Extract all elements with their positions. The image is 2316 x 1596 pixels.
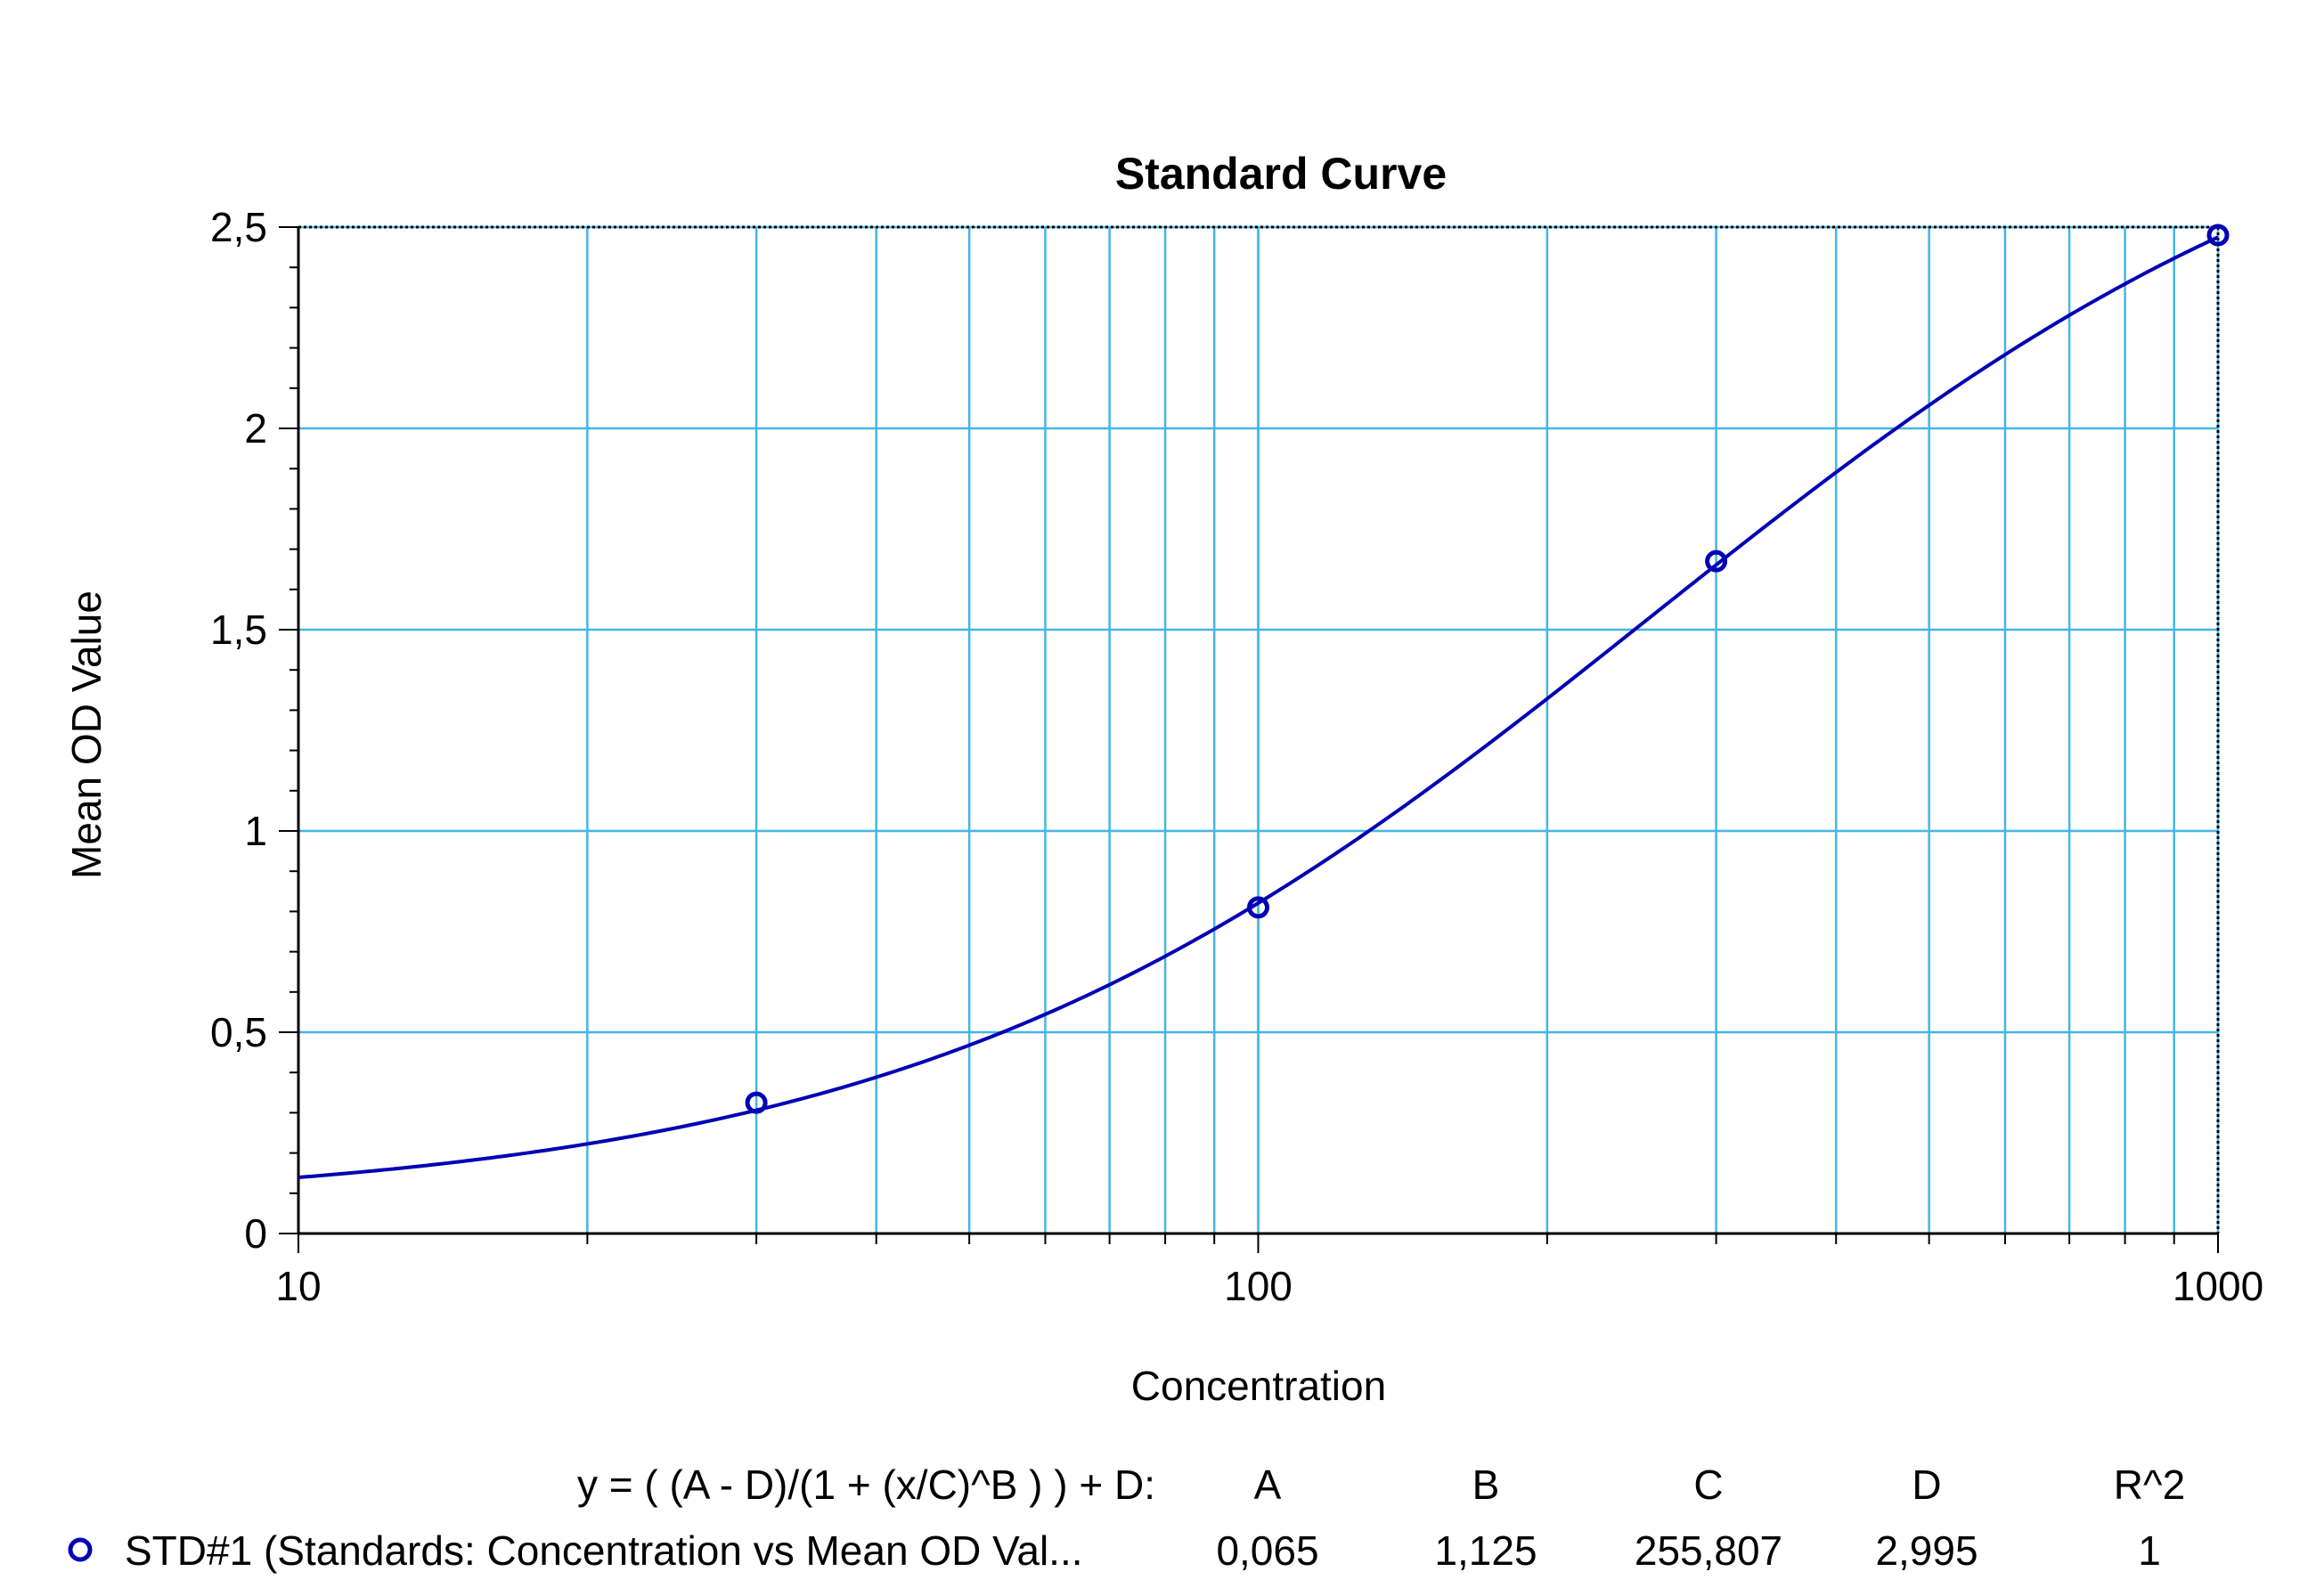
series-curve <box>298 235 2219 1179</box>
y-axis-label: Mean OD Value <box>63 590 110 879</box>
fit-curve-line <box>298 235 2219 1179</box>
data-points <box>745 224 2230 1114</box>
x-tick-label: 1000 <box>2173 1263 2263 1309</box>
legend-column-value: 2,995 <box>1875 1527 1978 1574</box>
legend: y = ( (A - D)/(1 + (x/C)^B ) ) + D: STD#… <box>68 1462 2185 1574</box>
x-axis-label: Concentration <box>1131 1363 1386 1409</box>
y-tick-label: 2 <box>244 405 267 452</box>
y-tick-label: 1,5 <box>210 607 267 653</box>
data-point <box>2206 224 2230 247</box>
legend-column-header: B <box>1472 1462 1500 1508</box>
legend-column-header: C <box>1693 1462 1723 1508</box>
data-point <box>1705 550 1728 573</box>
x-tick-label: 10 <box>275 1263 321 1309</box>
y-tick-label: 2,5 <box>210 204 267 250</box>
chart-title: Standard Curve <box>1115 149 1447 199</box>
data-point <box>745 1091 768 1114</box>
x-tick-label: 100 <box>1224 1263 1293 1309</box>
data-point <box>1247 896 1269 919</box>
y-tick-label: 0,5 <box>210 1009 267 1055</box>
axes <box>279 225 2220 1253</box>
y-tick-label: 1 <box>244 808 267 854</box>
grid-lines <box>297 225 2220 1235</box>
legend-marker-icon <box>68 1537 93 1562</box>
tick-labels: 0 0,5 1 1,5 2 2,5 10 100 1000 <box>210 204 2263 1309</box>
legend-column-header: A <box>1254 1462 1282 1508</box>
legend-column-value: 255,807 <box>1635 1527 1782 1574</box>
legend-column-header: D <box>1912 1462 1941 1508</box>
legend-column-header: R^2 <box>2114 1462 2185 1508</box>
legend-column-value: 0,065 <box>1216 1527 1318 1574</box>
legend-column-value: 1 <box>2138 1527 2161 1574</box>
legend-column-value: 1,125 <box>1434 1527 1537 1574</box>
legend-series-name: STD#1 (Standards: Concentration vs Mean … <box>125 1527 1083 1574</box>
y-tick-label: 0 <box>244 1210 267 1257</box>
fit-equation: y = ( (A - D)/(1 + (x/C)^B ) ) + D: <box>577 1462 1155 1508</box>
